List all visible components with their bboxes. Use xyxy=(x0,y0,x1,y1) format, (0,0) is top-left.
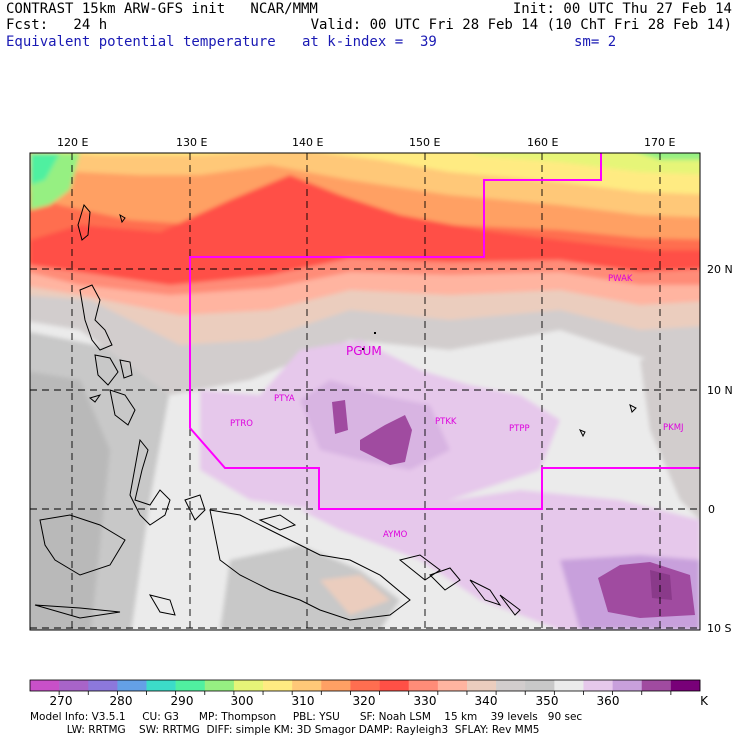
region-boundary xyxy=(189,153,700,510)
shaded-field xyxy=(30,153,700,630)
colorbar-swatch xyxy=(525,680,555,691)
station-ptya: PTYA xyxy=(274,394,295,404)
lon-label-120e: 120 E xyxy=(57,136,89,149)
colorbar-swatch xyxy=(292,680,322,691)
colorbar-label-300: 300 xyxy=(230,694,254,708)
colorbar-label-270: 270 xyxy=(49,694,73,708)
lon-label-170e: 170 E xyxy=(644,136,676,149)
station-pwak: PWAK xyxy=(608,274,633,284)
colorbar-swatch xyxy=(408,680,439,691)
valid-time: Valid: 00 UTC Fri 28 Feb 14 (10 ChT Fri … xyxy=(310,17,732,33)
colorbar-label-290: 290 xyxy=(170,694,194,708)
colorbar-label-310: 310 xyxy=(291,694,315,708)
lon-label-150e: 150 E xyxy=(409,136,441,149)
lat-label-10n: 10 N xyxy=(707,384,733,397)
colorbar-swatch xyxy=(496,680,526,691)
station-aymo: AYMO xyxy=(383,530,408,540)
station-ptpp: PTPP xyxy=(509,424,530,434)
model-info-line-2: LW: RRTMG SW: RRTMG DIFF: simple KM: 3D … xyxy=(30,724,540,736)
colorbar-swatch xyxy=(30,680,60,691)
colorbar-label-330: 330 xyxy=(413,694,437,708)
lon-label-160e: 160 E xyxy=(527,136,559,149)
colorbar-swatch xyxy=(670,680,701,691)
colorbar-swatch xyxy=(583,680,613,691)
lat-lon-grid xyxy=(30,153,700,630)
lat-label-20n: 20 N xyxy=(707,263,733,276)
colorbar-label-340: 340 xyxy=(474,694,498,708)
station-markers xyxy=(362,332,376,350)
model-info-line-1: Model Info: V3.5.1 CU: G3 MP: Thompson P… xyxy=(30,711,583,723)
colorbar-swatch xyxy=(263,680,293,691)
station-ptro: PTRO xyxy=(230,419,253,429)
smoothing: sm= 2 xyxy=(574,34,617,50)
init-time: Init: 00 UTC Thu 27 Feb 14 xyxy=(512,1,732,17)
station-pkmj: PKMJ xyxy=(663,423,684,433)
lat-label-10s: 10 S xyxy=(707,622,732,635)
coastlines xyxy=(34,203,637,621)
colorbar-swatch xyxy=(321,680,351,691)
forecast-hour: Fcst: 24 h xyxy=(6,17,108,33)
colorbar-swatch xyxy=(117,680,147,691)
colorbar-swatch xyxy=(641,680,672,691)
colorbar-swatch xyxy=(379,680,409,691)
field-name: Equivalent potential temperature xyxy=(6,34,276,50)
colorbar-swatch xyxy=(59,680,89,691)
colorbar xyxy=(29,679,701,695)
colorbar-swatch xyxy=(204,680,235,691)
colorbar-frame xyxy=(29,679,701,692)
station-ptkk: PTKK xyxy=(435,417,457,427)
map-frame xyxy=(29,152,701,631)
colorbar-label-320: 320 xyxy=(352,694,376,708)
colorbar-swatch xyxy=(612,680,643,691)
colorbar-swatch xyxy=(146,680,176,691)
station-pgum: PGUM xyxy=(346,344,382,358)
colorbar-swatch xyxy=(437,680,468,691)
colorbar-swatch xyxy=(175,680,206,691)
lon-label-130e: 130 E xyxy=(176,136,208,149)
colorbar-label-360: 360 xyxy=(596,694,620,708)
colorbar-swatch xyxy=(466,680,497,691)
title-line-1: CONTRAST 15km ARW-GFS init NCAR/MMM xyxy=(6,1,318,17)
colorbar-swatch xyxy=(233,680,264,691)
colorbar-swatch xyxy=(88,680,118,691)
colorbar-swatch xyxy=(350,680,380,691)
k-index: at k-index = 39 xyxy=(302,34,437,50)
colorbar-unit: K xyxy=(700,694,708,708)
lat-label-equator: 0 xyxy=(708,503,715,516)
colorbar-label-350: 350 xyxy=(535,694,559,708)
lon-label-140e: 140 E xyxy=(292,136,324,149)
colorbar-swatch xyxy=(554,680,584,691)
colorbar-label-280: 280 xyxy=(109,694,133,708)
station-labels: PGUM PTYA PTRO PTKK PTPP PKMJ PWAK AYMO xyxy=(230,274,684,540)
